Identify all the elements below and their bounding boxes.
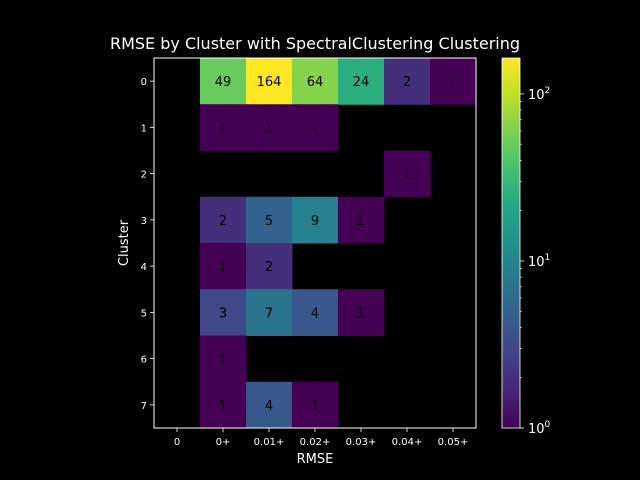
- heatmap-cell: [384, 150, 431, 198]
- y-tick-label: 0: [141, 77, 147, 88]
- heatmap-cell: [200, 58, 247, 105]
- y-tick-label: 5: [141, 308, 147, 319]
- y-axis-label: Cluster: [117, 219, 132, 266]
- heatmap-cell: [200, 335, 247, 383]
- plot-area: 49 164 64 24 2 1 1 1 1 1 2 5 9 1 1 2 3 7 4 1 1 1 4 1: [153, 57, 477, 429]
- heatmap-cell: [200, 104, 247, 151]
- cell-value-label: 4: [311, 306, 319, 321]
- y-tick-label: 1: [141, 123, 147, 134]
- heatmap-cell: [200, 289, 247, 336]
- heatmap-cell: [430, 58, 477, 105]
- cell-value-label: 1: [449, 75, 457, 90]
- cell-value-label: 2: [403, 75, 411, 90]
- cell-value-label: 1: [311, 399, 319, 414]
- x-tick-label: 0.02+: [300, 437, 331, 448]
- heatmap-cell: [292, 381, 339, 429]
- heatmap-cell: [246, 243, 293, 290]
- x-tick-label: 0.05+: [438, 437, 469, 448]
- colorbar: 100 101 102: [501, 57, 551, 437]
- heatmap-cell: [292, 104, 339, 151]
- cell-value-label: 64: [307, 75, 324, 90]
- colorbar-gradient: [501, 57, 521, 429]
- cell-value-label: 7: [265, 306, 273, 321]
- cell-value-label: 24: [353, 75, 370, 90]
- cell-value-label: 49: [215, 75, 232, 90]
- x-axis: 0 0+ 0.01+ 0.02+ 0.03+ 0.04+ 0.05+: [174, 428, 469, 448]
- y-tick-label: 6: [141, 355, 147, 366]
- heatmap-cell: [246, 58, 293, 105]
- x-axis-label: RMSE: [297, 452, 334, 467]
- x-tick-label: 0.01+: [254, 437, 285, 448]
- cell-value-label: 1: [219, 260, 227, 275]
- chart-title: RMSE by Cluster with SpectralClustering …: [110, 34, 520, 53]
- cell-value-label: 4: [265, 399, 273, 414]
- heatmap-cell: [200, 243, 247, 290]
- x-tick-label: 0.04+: [392, 437, 423, 448]
- heatmap-cell: [338, 196, 385, 244]
- cell-value-label: 1: [357, 306, 365, 321]
- heatmap-cell: [384, 58, 431, 105]
- heatmap-cell: [292, 58, 339, 105]
- colorbar-tick-label: 101: [528, 253, 550, 270]
- y-tick-label: 7: [141, 401, 147, 412]
- x-tick-label: 0.03+: [346, 437, 377, 448]
- cell-value-label: 1: [219, 121, 227, 136]
- heatmap-cell: [292, 196, 339, 244]
- colorbar-tick-label: 100: [528, 420, 551, 437]
- cell-value-label: 9: [311, 214, 319, 229]
- colorbar-tick-label: 102: [528, 86, 550, 103]
- x-tick-label: 0: [174, 437, 180, 448]
- heatmap-cell: [246, 196, 293, 244]
- cell-value-label: 2: [265, 260, 273, 275]
- y-tick-label: 3: [141, 216, 147, 227]
- heatmap-cell: [200, 381, 247, 429]
- cell-value-label: 164: [257, 75, 282, 90]
- y-tick-label: 2: [141, 170, 147, 181]
- heatmap-cell: [246, 289, 293, 336]
- cell-value-label: 5: [265, 214, 273, 229]
- cell-value-label: 1: [219, 399, 227, 414]
- heatmap-cell: [246, 104, 293, 151]
- cell-value-label: 1: [311, 121, 319, 136]
- cell-value-label: 1: [403, 168, 411, 183]
- cell-value-label: 1: [357, 214, 365, 229]
- heatmap-cell: [200, 196, 247, 244]
- cell-value-label: 3: [219, 306, 227, 321]
- x-tick-label: 0+: [216, 437, 231, 448]
- y-tick-label: 4: [141, 262, 147, 273]
- y-axis: 0 1 2 3 4 5 6 7: [141, 77, 154, 412]
- heatmap-cell: [338, 58, 385, 105]
- heatmap-cell: [246, 381, 293, 429]
- cell-value-label: 1: [219, 353, 227, 368]
- heatmap-cell: [338, 289, 385, 336]
- cell-value-label: 2: [219, 214, 227, 229]
- heatmap-cell: [292, 289, 339, 336]
- cell-value-label: 1: [265, 121, 273, 136]
